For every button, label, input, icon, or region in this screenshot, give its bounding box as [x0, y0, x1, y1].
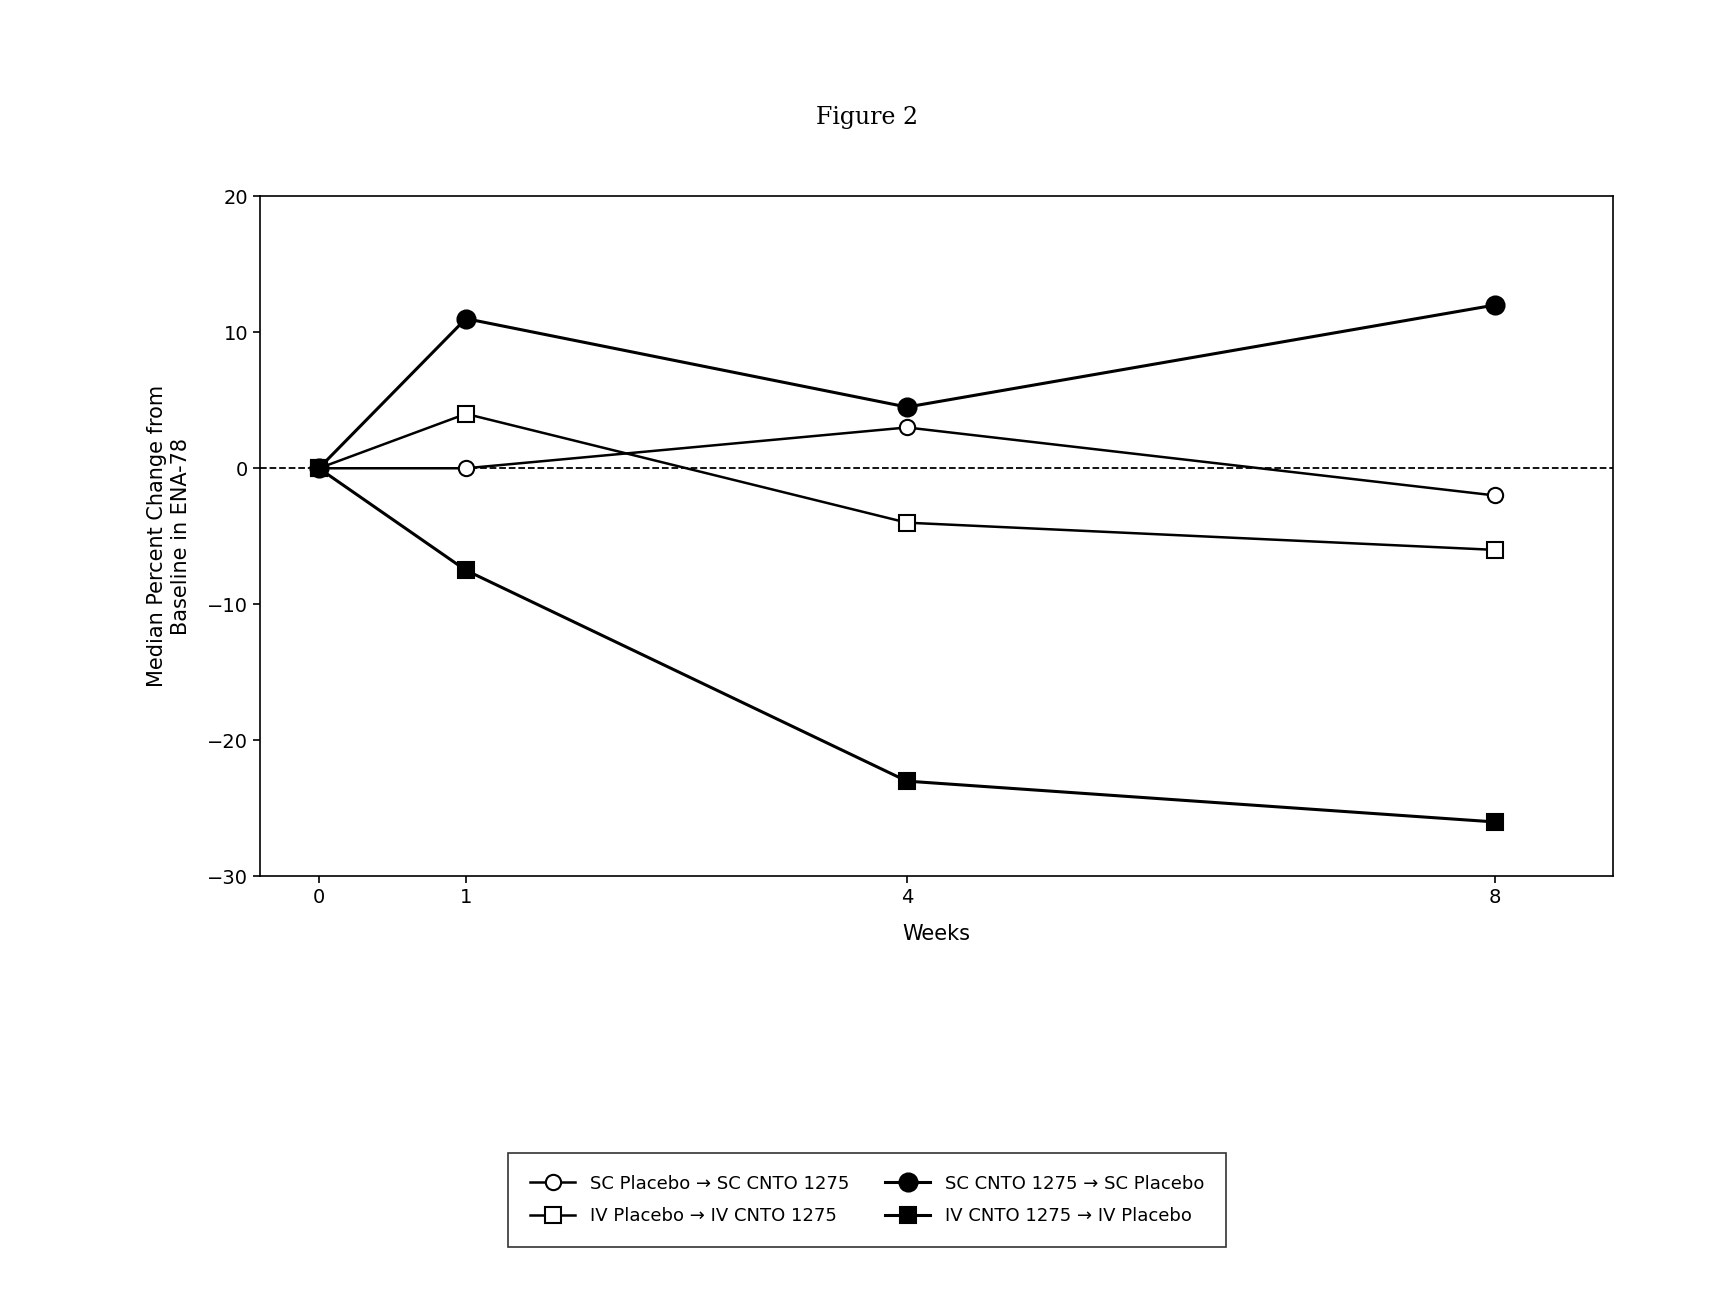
X-axis label: Weeks: Weeks: [902, 923, 971, 944]
Line: SC Placebo → SC CNTO 1275: SC Placebo → SC CNTO 1275: [312, 420, 1503, 504]
Line: IV Placebo → IV CNTO 1275: IV Placebo → IV CNTO 1275: [312, 407, 1503, 557]
SC Placebo → SC CNTO 1275: [1484, 488, 1505, 504]
SC Placebo → SC CNTO 1275: [456, 460, 477, 476]
IV Placebo → IV CNTO 1275: [309, 460, 329, 476]
IV CNTO 1275 → IV Placebo: [1484, 814, 1505, 829]
IV Placebo → IV CNTO 1275: [456, 405, 477, 421]
SC CNTO 1275 → SC Placebo: [309, 460, 329, 476]
SC Placebo → SC CNTO 1275: [309, 460, 329, 476]
SC CNTO 1275 → SC Placebo: [456, 311, 477, 327]
IV Placebo → IV CNTO 1275: [896, 515, 917, 531]
Text: Figure 2: Figure 2: [817, 106, 917, 129]
IV CNTO 1275 → IV Placebo: [309, 460, 329, 476]
SC CNTO 1275 → SC Placebo: [1484, 297, 1505, 313]
Line: IV CNTO 1275 → IV Placebo: IV CNTO 1275 → IV Placebo: [312, 460, 1503, 829]
Line: SC CNTO 1275 → SC Placebo: SC CNTO 1275 → SC Placebo: [310, 296, 1503, 477]
SC CNTO 1275 → SC Placebo: [896, 399, 917, 415]
IV CNTO 1275 → IV Placebo: [896, 773, 917, 789]
SC Placebo → SC CNTO 1275: [896, 420, 917, 436]
Y-axis label: Median Percent Change from
Baseline in ENA-78: Median Percent Change from Baseline in E…: [147, 386, 191, 687]
Legend: SC Placebo → SC CNTO 1275, IV Placebo → IV CNTO 1275, SC CNTO 1275 → SC Placebo,: SC Placebo → SC CNTO 1275, IV Placebo → …: [508, 1152, 1226, 1247]
IV CNTO 1275 → IV Placebo: [456, 562, 477, 578]
IV Placebo → IV CNTO 1275: [1484, 542, 1505, 557]
